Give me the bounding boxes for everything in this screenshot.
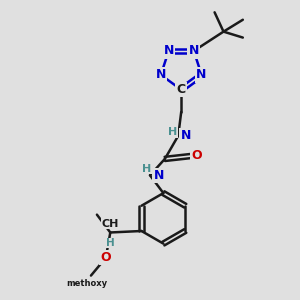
Text: H: H [142, 164, 152, 174]
Text: O: O [100, 251, 111, 264]
Text: N: N [189, 44, 199, 58]
Text: N: N [181, 129, 191, 142]
Text: N: N [156, 68, 166, 81]
Text: N: N [164, 44, 174, 58]
Text: H: H [106, 238, 115, 248]
Text: N: N [196, 68, 207, 81]
Text: H: H [168, 127, 178, 137]
Text: N: N [154, 169, 164, 182]
Text: methoxy: methoxy [66, 279, 107, 288]
Text: O: O [192, 149, 202, 162]
Text: C: C [177, 83, 186, 96]
Text: CH: CH [102, 219, 119, 229]
